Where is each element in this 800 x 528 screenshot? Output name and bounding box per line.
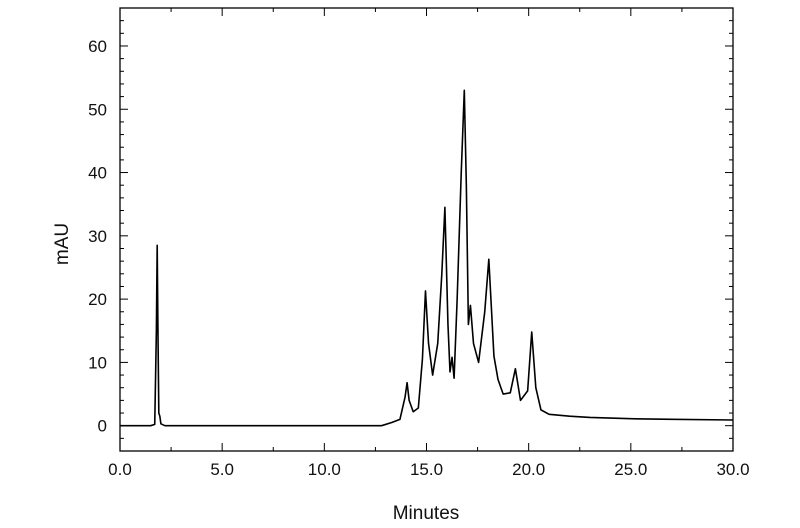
y-tick-label: 60	[88, 37, 107, 56]
x-tick-labels: 0.0 5.0 10.0 15.0 20.0 25.0 30.0	[108, 460, 749, 479]
x-tick-label: 10.0	[308, 460, 341, 479]
x-tick-label: 5.0	[210, 460, 234, 479]
y-tick-label: 40	[88, 164, 107, 183]
y-tick-label: 30	[88, 227, 107, 246]
chromatogram-trace	[120, 89, 734, 427]
x-tick-marks	[119, 8, 734, 451]
y-tick-labels: 0 10 20 30 40 50 60	[88, 37, 107, 436]
y-tick-label: 50	[88, 100, 107, 119]
x-tick-label: 25.0	[614, 460, 647, 479]
y-axis-title: mAU	[52, 223, 73, 265]
x-tick-label: 30.0	[716, 460, 749, 479]
y-tick-label: 0	[98, 417, 107, 436]
x-tick-label: 20.0	[512, 460, 545, 479]
x-tick-label: 0.0	[108, 460, 132, 479]
y-tick-marks	[120, 7, 733, 452]
y-tick-label: 20	[88, 290, 107, 309]
x-axis-title: Minutes	[393, 503, 460, 524]
x-tick-label: 15.0	[410, 460, 443, 479]
plot-frame	[119, 7, 734, 452]
y-tick-label: 10	[88, 353, 107, 372]
